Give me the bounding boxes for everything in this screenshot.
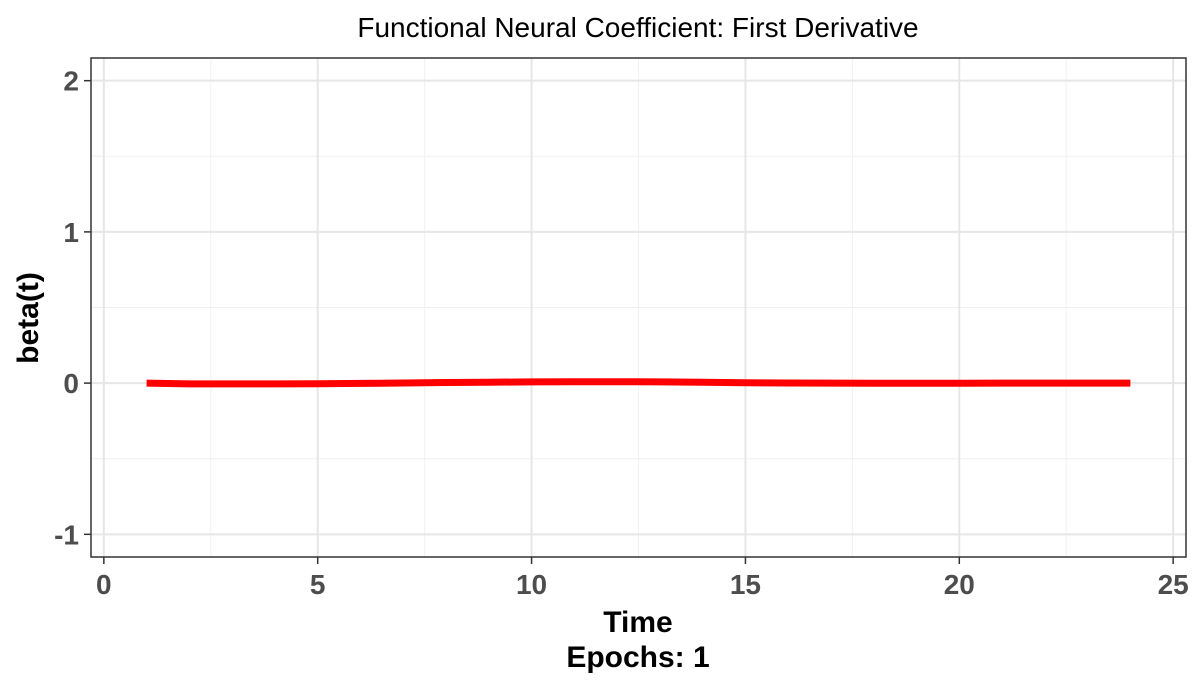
series-layer bbox=[146, 378, 1131, 388]
axis-ticks: 0 5 10 15 20 25 -1 0 1 2 bbox=[54, 66, 1189, 600]
x-axis-title: Time bbox=[603, 606, 672, 639]
y-tick-label: -1 bbox=[54, 519, 79, 550]
x-tick-label: 5 bbox=[310, 569, 326, 600]
y-tick-label: 0 bbox=[63, 368, 79, 399]
plot-panel-border bbox=[90, 57, 1187, 558]
chart-title: Functional Neural Coefficient: First Der… bbox=[357, 12, 918, 43]
x-tick-label: 25 bbox=[1158, 569, 1189, 600]
y-axis-title: beta(t) bbox=[12, 272, 45, 364]
y-tick-label: 2 bbox=[63, 66, 79, 97]
x-tick-label: 0 bbox=[96, 569, 112, 600]
x-tick-label: 15 bbox=[730, 569, 761, 600]
y-tick-label: 1 bbox=[63, 217, 79, 248]
x-tick-label: 20 bbox=[944, 569, 975, 600]
series-line-0 bbox=[146, 378, 1131, 388]
x-axis-caption: Epochs: 1 bbox=[566, 641, 709, 674]
grid bbox=[91, 58, 1186, 557]
x-tick-label: 10 bbox=[516, 569, 547, 600]
